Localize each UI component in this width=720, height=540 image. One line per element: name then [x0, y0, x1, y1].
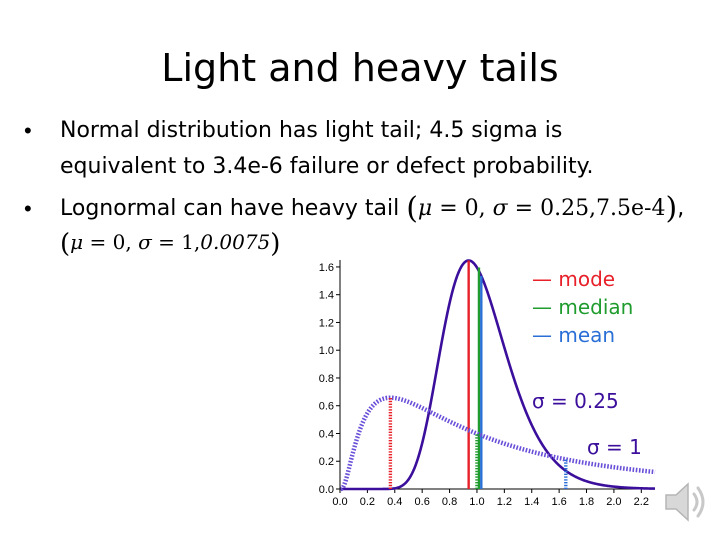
slide-title: Light and heavy tails [161, 46, 559, 90]
x-tick-label: 2.2 [634, 496, 649, 508]
y-tick-label: 0.2 [319, 456, 334, 468]
x-tick-label: 0.4 [387, 496, 402, 508]
x-tick-label: 1.2 [497, 496, 512, 508]
x-tick-label: 2.0 [606, 496, 621, 508]
lognormal-params-2: (μ = 0, σ = 1,0.0075) [60, 229, 281, 259]
legend-mode: — mode [532, 267, 615, 291]
y-tick-label: 0.8 [319, 373, 334, 385]
y-tick-label: 1.6 [319, 262, 334, 274]
x-tick-label: 0.8 [442, 496, 457, 508]
bullet-2-line-1: Lognormal can have heavy tail (μ = 0, σ … [60, 191, 685, 226]
label-sigma-1: σ = 1 [587, 435, 642, 459]
curve-sigma-1 [340, 395, 656, 492]
y-tick-label: 1.2 [319, 317, 334, 329]
bullet-marker: • [24, 196, 32, 221]
x-tick-label: 0.2 [360, 496, 375, 508]
x-tick-label: 1.6 [551, 496, 566, 508]
bullet-2-line-2: (μ = 0, σ = 1,0.0075) [60, 226, 280, 260]
bullet-1-line-2: equivalent to 3.4e-6 failure or defect p… [60, 154, 594, 179]
lognormal-params-1: (μ = 0, σ = 0.25,7.5e-4) [406, 191, 678, 226]
y-tick-label: 1.4 [319, 290, 334, 302]
speaker-icon[interactable] [660, 476, 712, 528]
legend-mean: — mean [532, 323, 615, 347]
x-tick-label: 1.8 [579, 496, 594, 508]
y-tick-label: 0.6 [319, 401, 334, 413]
x-tick-label: 0.6 [415, 496, 430, 508]
lognormal-chart: 0.0 0.2 0.4 0.6 0.8 1.0 1.2 1.4 1.6 1.8 2.0 2.2 0.0 0… [319, 259, 656, 508]
y-tick-label: 0.4 [319, 428, 334, 440]
x-tick-label: 0.0 [332, 496, 347, 508]
x-tick-label: 1.0 [469, 496, 484, 508]
legend-median: — median [532, 295, 633, 319]
bullet-marker: • [24, 118, 32, 143]
bullet-1-line-1: Normal distribution has light tail; 4.5 … [60, 118, 563, 143]
x-tick-label: 1.4 [524, 496, 539, 508]
bullet-2-text: Lognormal can have heavy tail [60, 196, 400, 221]
y-tick-label: 1.0 [319, 345, 334, 357]
label-sigma-0-25: σ = 0.25 [532, 389, 619, 413]
y-tick-label: 0.0 [319, 484, 334, 496]
curve-sigma-0-25 [340, 259, 656, 491]
